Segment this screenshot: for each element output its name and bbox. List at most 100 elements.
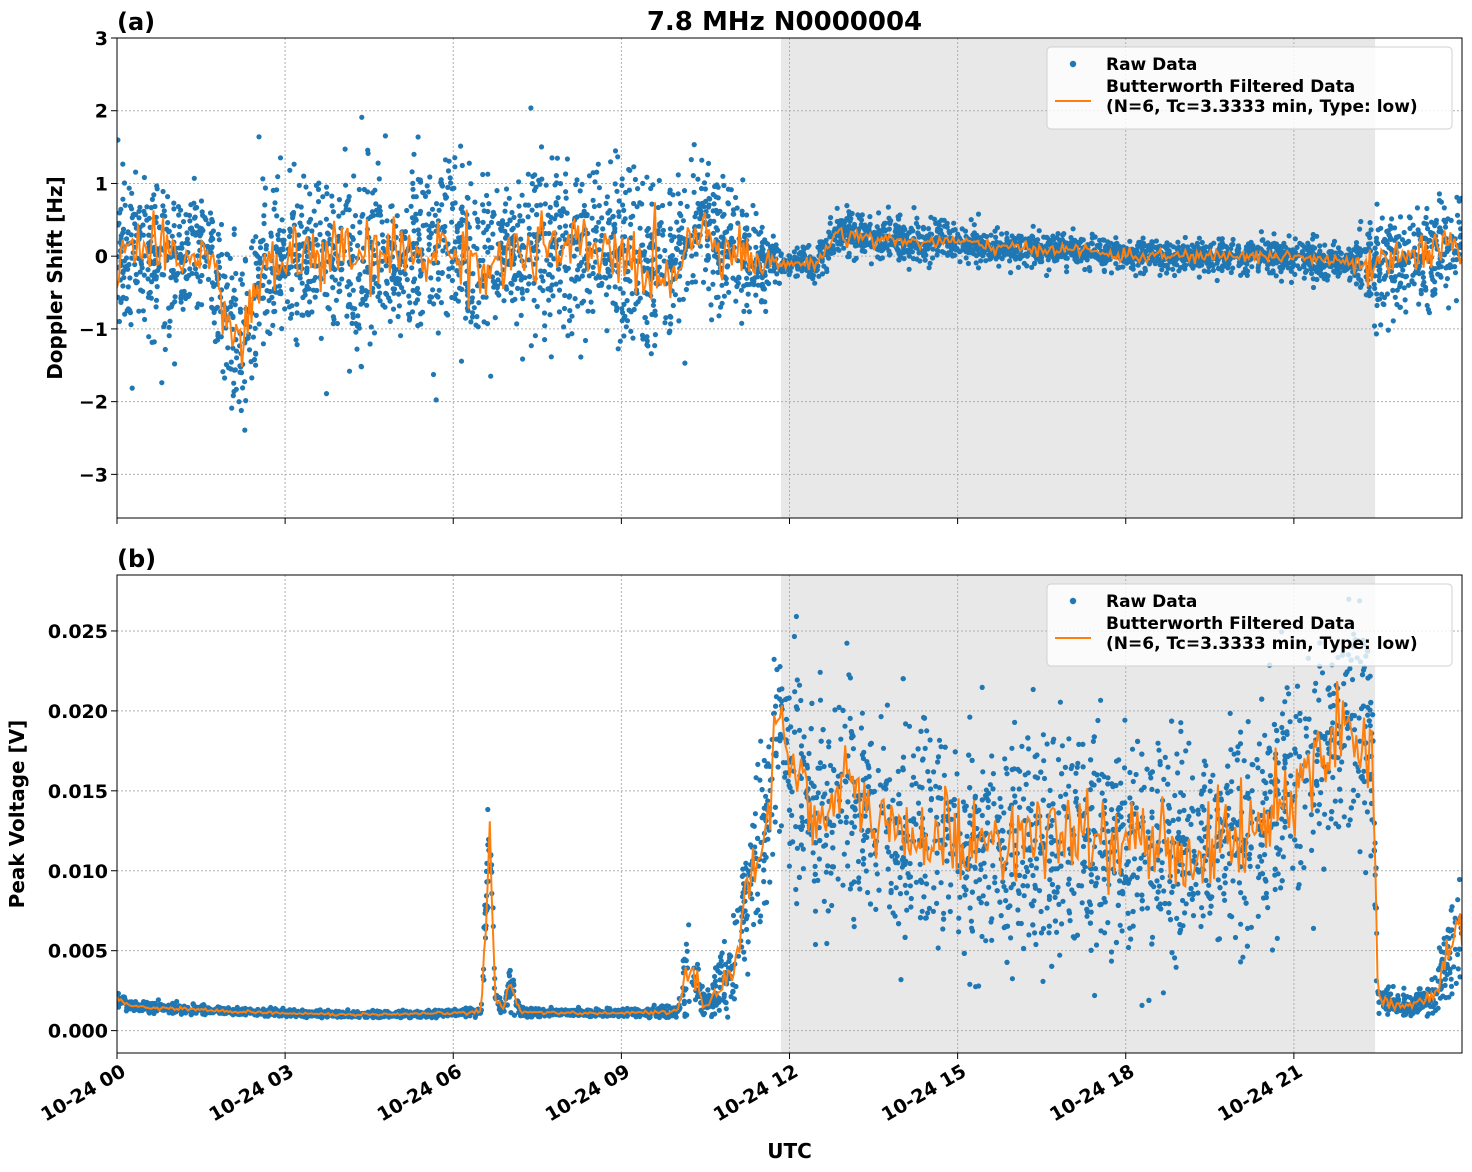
raw-data-point bbox=[324, 191, 330, 197]
raw-data-point bbox=[1244, 272, 1250, 278]
raw-data-point bbox=[1301, 263, 1307, 269]
raw-data-point bbox=[688, 157, 694, 163]
raw-data-point bbox=[766, 281, 772, 287]
raw-data-point bbox=[914, 215, 920, 221]
raw-data-point bbox=[1317, 243, 1323, 249]
raw-data-point bbox=[480, 202, 486, 208]
raw-data-point bbox=[160, 203, 166, 209]
raw-data-point bbox=[501, 298, 507, 304]
raw-data-point bbox=[270, 187, 276, 193]
raw-data-point bbox=[195, 253, 201, 259]
raw-data-point bbox=[994, 225, 1001, 231]
raw-data-point bbox=[243, 336, 249, 342]
raw-data-point bbox=[390, 286, 396, 292]
raw-data-point bbox=[604, 328, 610, 334]
raw-data-point bbox=[738, 287, 745, 293]
raw-data-point bbox=[558, 213, 564, 219]
raw-data-point bbox=[349, 320, 355, 326]
raw-data-point bbox=[191, 215, 198, 221]
raw-data-point bbox=[1362, 247, 1368, 253]
raw-data-point bbox=[307, 191, 313, 197]
raw-data-point bbox=[485, 171, 491, 177]
raw-data-point bbox=[365, 189, 371, 195]
raw-data-point bbox=[1269, 244, 1275, 250]
raw-data-point bbox=[1128, 265, 1134, 271]
raw-data-point bbox=[652, 332, 659, 338]
raw-data-point bbox=[744, 212, 750, 218]
raw-data-point bbox=[697, 215, 703, 222]
raw-data-point bbox=[409, 309, 416, 315]
raw-data-point bbox=[1403, 309, 1409, 315]
raw-data-point bbox=[470, 271, 476, 277]
raw-data-point bbox=[542, 337, 548, 343]
raw-data-point bbox=[1314, 233, 1320, 239]
raw-data-point bbox=[1456, 219, 1462, 225]
raw-data-point bbox=[1068, 235, 1074, 241]
raw-data-point bbox=[589, 215, 595, 221]
raw-data-point bbox=[1199, 239, 1205, 246]
raw-data-point bbox=[228, 311, 234, 317]
raw-data-point bbox=[426, 241, 432, 247]
raw-data-point bbox=[445, 312, 451, 318]
raw-data-point bbox=[415, 227, 421, 233]
raw-data-point bbox=[330, 285, 336, 291]
raw-data-point bbox=[1113, 261, 1119, 267]
raw-data-point bbox=[544, 257, 550, 263]
raw-data-point bbox=[211, 283, 217, 289]
raw-data-point bbox=[171, 206, 177, 212]
raw-data-point bbox=[746, 309, 753, 315]
raw-data-point bbox=[725, 186, 732, 192]
raw-data-point bbox=[395, 313, 401, 320]
raw-data-point bbox=[596, 185, 603, 191]
raw-data-point bbox=[468, 181, 474, 187]
raw-data-point bbox=[1162, 243, 1168, 250]
raw-data-point bbox=[560, 206, 566, 212]
raw-data-point bbox=[827, 220, 833, 226]
raw-data-point bbox=[542, 323, 548, 329]
raw-data-point bbox=[323, 216, 329, 222]
raw-data-point bbox=[592, 179, 598, 185]
raw-data-point bbox=[910, 242, 917, 248]
raw-data-point bbox=[953, 247, 959, 253]
raw-data-point bbox=[129, 206, 135, 212]
raw-data-point bbox=[227, 255, 233, 261]
raw-data-point bbox=[198, 198, 205, 204]
raw-data-point bbox=[407, 300, 413, 306]
raw-data-point bbox=[440, 248, 446, 254]
raw-data-point bbox=[238, 407, 244, 414]
raw-data-point bbox=[262, 202, 268, 208]
raw-data-point bbox=[1030, 223, 1036, 229]
raw-data-point bbox=[311, 208, 317, 214]
raw-data-point bbox=[907, 883, 914, 889]
raw-data-point bbox=[409, 265, 415, 271]
raw-data-point bbox=[643, 257, 649, 263]
raw-data-point bbox=[941, 217, 947, 223]
raw-data-point bbox=[1004, 230, 1010, 236]
raw-data-point bbox=[1070, 226, 1076, 232]
raw-data-point bbox=[445, 168, 452, 174]
raw-data-point bbox=[265, 329, 271, 335]
raw-data-point bbox=[350, 236, 356, 242]
raw-data-point bbox=[526, 225, 532, 231]
raw-data-point bbox=[612, 225, 618, 232]
raw-data-point bbox=[621, 207, 627, 213]
raw-data-point bbox=[142, 253, 148, 259]
raw-data-point bbox=[1374, 291, 1380, 297]
raw-data-point bbox=[867, 214, 873, 220]
raw-data-point bbox=[1294, 244, 1300, 250]
raw-data-point bbox=[1336, 265, 1343, 271]
raw-data-point bbox=[1300, 251, 1306, 257]
raw-data-point bbox=[602, 260, 609, 267]
raw-data-point bbox=[162, 346, 168, 353]
raw-data-point bbox=[540, 278, 546, 284]
raw-data-point bbox=[731, 211, 737, 217]
raw-data-point bbox=[325, 231, 331, 237]
raw-data-point bbox=[1024, 263, 1030, 269]
raw-data-point bbox=[641, 251, 647, 257]
raw-data-point bbox=[1429, 232, 1435, 238]
raw-data-point bbox=[1140, 235, 1146, 241]
raw-data-point bbox=[819, 256, 825, 262]
raw-data-point bbox=[1368, 227, 1374, 233]
raw-data-point bbox=[705, 257, 711, 263]
raw-data-point bbox=[556, 237, 562, 243]
